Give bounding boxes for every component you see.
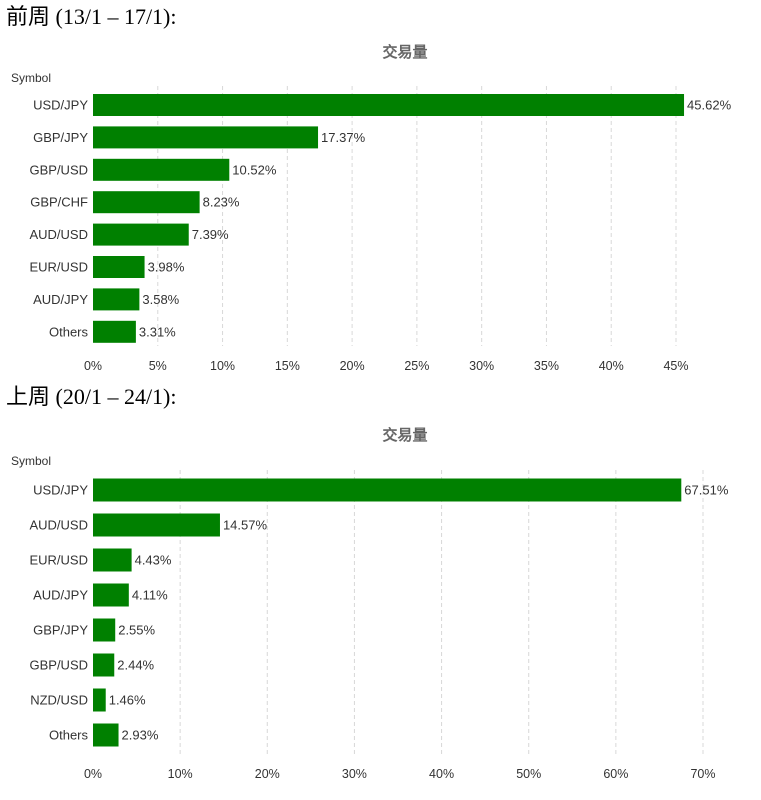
bar (93, 723, 119, 747)
data-label: 4.43% (135, 553, 172, 568)
bar (93, 191, 200, 214)
category-label: AUD/USD (29, 518, 88, 533)
x-tick-label: 35% (534, 359, 559, 373)
category-axis-label: Symbol (11, 454, 51, 468)
x-tick-label: 40% (599, 359, 624, 373)
bar (93, 223, 189, 246)
bar (93, 94, 685, 116)
x-tick-label: 30% (469, 359, 494, 373)
chart-title: 交易量 (382, 43, 427, 61)
data-label: 2.55% (118, 623, 155, 638)
bar (93, 126, 319, 149)
bar (93, 478, 682, 502)
chart-last-week: 交易量 Symbol 0% 10% 20% 30% 40% 50% 60% 70% USD/JPY 6… (11, 426, 729, 781)
category-label: GBP/JPY (33, 130, 88, 145)
bar (93, 158, 230, 181)
category-label: Others (49, 728, 89, 743)
category-label: USD/JPY (33, 483, 88, 498)
category-label: AUD/JPY (33, 292, 88, 307)
data-label: 8.23% (203, 195, 240, 210)
x-tick-label: 40% (429, 767, 454, 781)
bar (93, 320, 136, 343)
bar (93, 256, 145, 278)
category-axis-label: Symbol (11, 71, 51, 85)
bar (93, 653, 115, 677)
data-label: 10.52% (232, 162, 277, 177)
x-tick-label: 25% (404, 359, 429, 373)
data-label: 1.46% (109, 693, 146, 708)
category-label: AUD/USD (29, 227, 88, 242)
chart-title: 交易量 (382, 426, 427, 444)
category-label: GBP/JPY (33, 623, 88, 638)
x-tick-label: 30% (342, 767, 367, 781)
x-tick-label: 20% (255, 767, 280, 781)
data-label: 17.37% (321, 130, 366, 145)
category-label: USD/JPY (33, 98, 88, 113)
bar (93, 288, 140, 311)
category-label: EUR/USD (29, 553, 88, 568)
section-heading-previous-week: 前周 (13/1 – 17/1): (6, 4, 177, 29)
x-tick-label: 10% (210, 359, 235, 373)
category-label: GBP/USD (29, 658, 88, 673)
x-tick-label: 60% (603, 767, 628, 781)
x-tick-label: 70% (690, 767, 715, 781)
category-label: GBP/USD (29, 162, 88, 177)
data-label: 3.31% (139, 324, 176, 339)
data-label: 3.58% (142, 292, 179, 307)
bar (93, 688, 106, 712)
data-label: 2.93% (122, 728, 159, 743)
data-label: 7.39% (192, 227, 229, 242)
data-label: 67.51% (684, 483, 729, 498)
data-label: 45.62% (687, 98, 732, 113)
category-label: GBP/CHF (30, 195, 88, 210)
data-label: 3.98% (148, 260, 185, 275)
data-label: 4.11% (132, 588, 168, 603)
x-tick-label: 15% (275, 359, 300, 373)
category-label: EUR/USD (29, 260, 88, 275)
category-label: NZD/USD (30, 693, 88, 708)
category-label: AUD/JPY (33, 588, 88, 603)
data-label: 14.57% (223, 518, 268, 533)
x-tick-label: 10% (168, 767, 193, 781)
x-tick-label: 50% (516, 767, 541, 781)
section-heading-last-week: 上周 (20/1 – 24/1): (6, 384, 177, 409)
x-tick-label: 0% (84, 359, 102, 373)
category-label: Others (49, 324, 89, 339)
x-tick-label: 45% (663, 359, 688, 373)
x-tick-label: 0% (84, 767, 102, 781)
x-tick-label: 5% (149, 359, 167, 373)
chart-previous-week: 交易量 Symbol 0% 5% 10% 15% 20% 25% 30% 35% 40% 45% USD… (11, 43, 732, 373)
bar (93, 513, 220, 537)
data-label: 2.44% (117, 658, 154, 673)
bar (93, 618, 116, 642)
x-tick-label: 20% (340, 359, 365, 373)
bar (93, 583, 129, 607)
bar (93, 548, 132, 572)
